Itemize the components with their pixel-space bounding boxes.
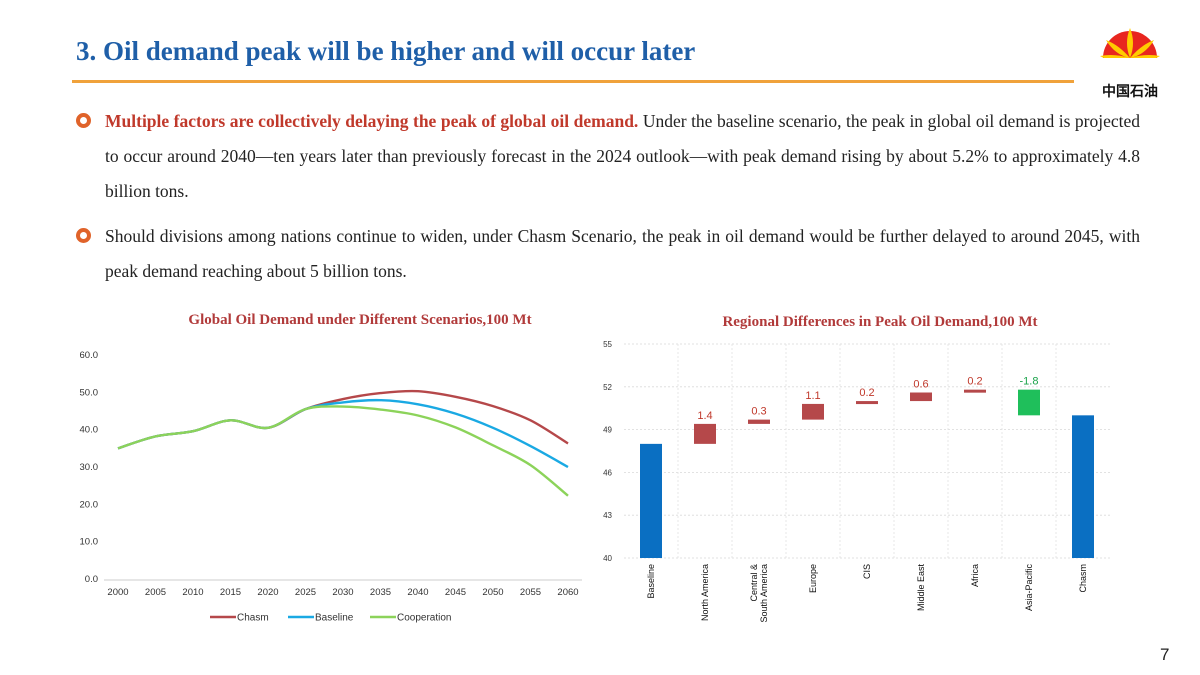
bullet-2-text: Should divisions among nations continue … — [105, 219, 1140, 289]
waterfall-bar — [748, 419, 770, 424]
bullet-2-body: Should divisions among nations continue … — [105, 226, 1140, 281]
bullet-icon — [76, 228, 91, 243]
x-tick-label: 2030 — [332, 587, 353, 598]
y-tick-label: 40 — [603, 554, 612, 563]
line-chart-title: Global Oil Demand under Different Scenar… — [188, 312, 532, 328]
category-label: Chasm — [1078, 564, 1088, 593]
page-number: 7 — [1160, 645, 1170, 664]
y-tick-label: 40.0 — [80, 425, 99, 436]
waterfall-bar — [964, 389, 986, 393]
bullet-1-lead: Multiple factors are collectively delayi… — [105, 111, 639, 131]
y-tick-label: 20.0 — [80, 499, 99, 510]
y-tick-label: 30.0 — [80, 462, 99, 473]
bullet-1-body: Under the baseline scenario, the peak in… — [105, 111, 1141, 201]
waterfall-chart: 40 43 46 49 52 55 Baseline 1.4 North America 0.3 C… — [603, 340, 1110, 623]
logo-text: 中国石油 — [1102, 84, 1158, 100]
x-tick-label: 2000 — [107, 587, 128, 598]
series-line-chasm — [117, 389, 569, 450]
category-label: CIS — [862, 564, 872, 579]
waterfall-bar — [640, 443, 662, 558]
x-tick-label: 2025 — [295, 587, 316, 598]
waterfall-bar — [694, 423, 716, 444]
bullet-1-text: Multiple factors are collectively delayi… — [105, 104, 1140, 209]
waterfall-bar — [802, 403, 824, 420]
series-line-cooperation — [117, 405, 569, 497]
category-label: Baseline — [646, 564, 656, 599]
y-tick-label: 43 — [603, 511, 612, 520]
x-tick-label: 2040 — [407, 587, 428, 598]
y-tick-label: 60.0 — [80, 350, 99, 361]
x-tick-label: 2035 — [370, 587, 391, 598]
x-tick-label: 2010 — [182, 587, 203, 598]
category-label: Central & — [749, 564, 759, 602]
x-tick-label: 2055 — [520, 587, 541, 598]
waterfall-bar — [910, 392, 932, 402]
y-tick-label: 10.0 — [80, 537, 99, 548]
legend-label-baseline: Baseline — [315, 613, 354, 624]
y-tick-label: 49 — [603, 426, 612, 435]
legend-label-cooperation: Cooperation — [397, 613, 451, 624]
waterfall-bar — [1072, 415, 1094, 558]
y-tick-label: 52 — [603, 383, 612, 392]
x-tick-label: 2050 — [482, 587, 503, 598]
data-label: 1.1 — [805, 390, 820, 402]
category-label: Asia-Pacific — [1024, 564, 1034, 612]
x-tick-label: 2015 — [220, 587, 241, 598]
category-label: Middle East — [916, 564, 926, 612]
legend-label-chasm: Chasm — [237, 613, 269, 624]
y-tick-label: 46 — [603, 468, 612, 477]
y-tick-label: 55 — [603, 340, 612, 349]
petrochina-logo — [1100, 28, 1160, 88]
line-chart: 0.0 10.0 20.0 30.0 40.0 50.0 60.0 2000 2005 2010 2… — [80, 350, 582, 624]
category-label: Africa — [970, 564, 980, 587]
x-tick-label: 2020 — [257, 587, 278, 598]
bullet-1: Multiple factors are collectively delayi… — [76, 104, 1140, 209]
waterfall-bar — [856, 401, 878, 405]
slide-title: 3. Oil demand peak will be higher and wi… — [76, 36, 696, 66]
category-label: South America — [759, 564, 769, 623]
bullet-icon — [76, 113, 91, 128]
x-tick-label: 2005 — [145, 587, 166, 598]
waterfall-chart-title: Regional Differences in Peak Oil Demand,… — [722, 314, 1038, 330]
title-underline — [72, 80, 1074, 83]
data-label: -1.8 — [1020, 376, 1039, 388]
data-label: 1.4 — [697, 410, 712, 422]
data-label: 0.6 — [913, 379, 928, 391]
category-label: Europe — [808, 564, 818, 593]
x-tick-label: 2045 — [445, 587, 466, 598]
y-tick-label: 50.0 — [80, 387, 99, 398]
y-tick-label: 0.0 — [85, 574, 98, 585]
waterfall-bar — [1018, 389, 1040, 416]
data-label: 0.3 — [751, 406, 766, 418]
category-label: North America — [700, 564, 710, 621]
data-label: 0.2 — [967, 376, 982, 388]
data-label: 0.2 — [859, 387, 874, 399]
bullet-2: Should divisions among nations continue … — [76, 219, 1140, 289]
x-tick-label: 2060 — [557, 587, 578, 598]
